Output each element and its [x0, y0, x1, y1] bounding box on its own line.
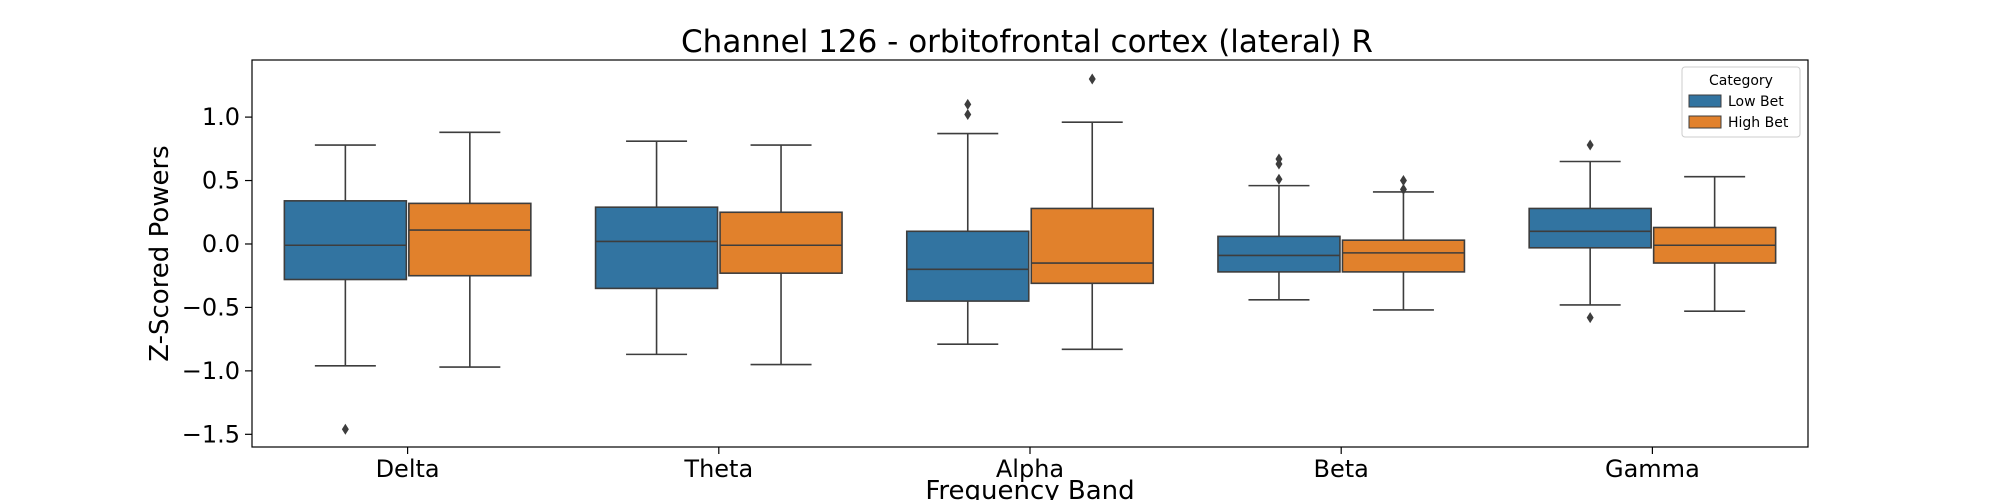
x-tick-label: Beta: [1314, 455, 1369, 483]
chart-title: Channel 126 - orbitofrontal cortex (late…: [681, 24, 1373, 60]
plot-marks: [283, 73, 1777, 435]
box-alpha-high-bet: [1030, 73, 1155, 351]
box-alpha-low-bet: [905, 98, 1030, 346]
box-iqr: [594, 206, 719, 290]
y-axis-title: Z-Scored Powers: [145, 145, 175, 361]
outlier-point: [1275, 153, 1283, 165]
x-tick-label: Gamma: [1605, 455, 1700, 483]
x-axis: Delta Theta Alpha Beta Gamma: [376, 447, 1700, 483]
outlier-point: [1399, 175, 1407, 187]
y-tick-label: 1.0: [202, 103, 240, 131]
box-delta-high-bet: [408, 131, 532, 368]
x-tick-label: Theta: [683, 455, 753, 483]
box-gamma-high-bet: [1652, 175, 1777, 313]
box-beta-high-bet: [1341, 175, 1466, 311]
legend-swatch: [1688, 94, 1722, 108]
y-tick-label: 0.0: [202, 230, 240, 258]
box-beta-low-bet: [1217, 153, 1341, 301]
y-tick-label: −1.5: [182, 420, 240, 448]
y-axis: 1.0 0.5 0.0 −0.5 −1.0 −1.5: [182, 103, 252, 448]
box-iqr: [1030, 207, 1155, 285]
outlier-point: [964, 109, 972, 121]
x-axis-title: Frequency Band: [925, 476, 1134, 500]
box-iqr: [1341, 239, 1466, 273]
legend-title: Category: [1709, 73, 1773, 89]
legend: Category Low Bet High Bet: [1681, 66, 1801, 138]
box-iqr: [1528, 207, 1652, 249]
y-tick-label: −0.5: [182, 293, 240, 321]
outlier-point: [1399, 183, 1407, 195]
outlier-point: [1275, 173, 1283, 185]
outlier-point: [341, 423, 349, 435]
outlier-point: [1586, 312, 1594, 324]
box-gamma-low-bet: [1528, 139, 1652, 324]
box-iqr: [283, 200, 408, 281]
legend-swatch: [1688, 115, 1722, 129]
legend-label: High Bet: [1728, 115, 1789, 131]
box-iqr: [408, 202, 532, 277]
box-theta-high-bet: [719, 144, 843, 366]
box-iqr: [905, 230, 1030, 302]
y-tick-label: −1.0: [182, 357, 240, 385]
box-theta-low-bet: [594, 140, 719, 356]
outlier-point: [1586, 139, 1594, 151]
outlier-point: [1088, 73, 1096, 85]
legend-entries: Low Bet High Bet: [1688, 94, 1789, 131]
box-iqr: [719, 211, 843, 274]
legend-label: Low Bet: [1728, 94, 1784, 110]
x-tick-label: Alpha: [996, 455, 1064, 483]
outlier-point: [964, 98, 972, 110]
x-tick-label: Delta: [376, 455, 440, 483]
y-tick-label: 0.5: [202, 167, 240, 195]
box-delta-low-bet: [283, 144, 408, 435]
box-iqr: [1217, 235, 1341, 273]
